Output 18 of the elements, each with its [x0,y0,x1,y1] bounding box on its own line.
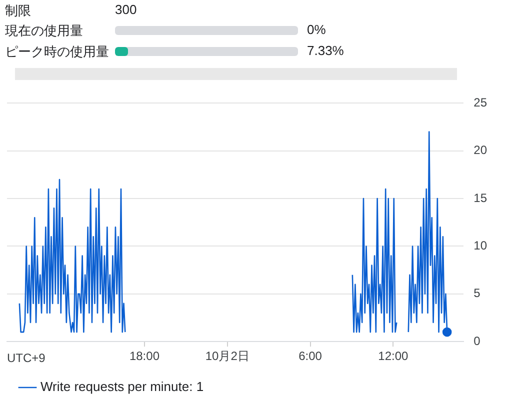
y-tick-label: 0 [474,334,481,348]
legend-label: Write requests per minute: 1 [40,379,204,394]
text: UTC+9 [7,350,46,365]
y-tick-label: 25 [474,96,488,110]
data-label: 0% [307,22,326,37]
data-label: 7.33% [307,43,344,58]
x-tick-label: 6:00 [298,349,322,364]
y-tick-label: 10 [474,238,488,253]
y-tick-label: 5 [474,286,481,300]
y-tick-label: 20 [474,143,488,158]
category-label: ピーク時の使用量 [5,43,109,61]
text: 300 [115,2,137,17]
x-tick-label: 10月2日 [205,349,250,364]
category-label: 現在の使用量 [5,22,83,40]
x-tick-label: 12:00 [378,349,409,364]
y-tick-label: 15 [474,190,488,205]
text: 制限 [5,2,31,20]
x-tick-label: 18:00 [129,349,160,364]
